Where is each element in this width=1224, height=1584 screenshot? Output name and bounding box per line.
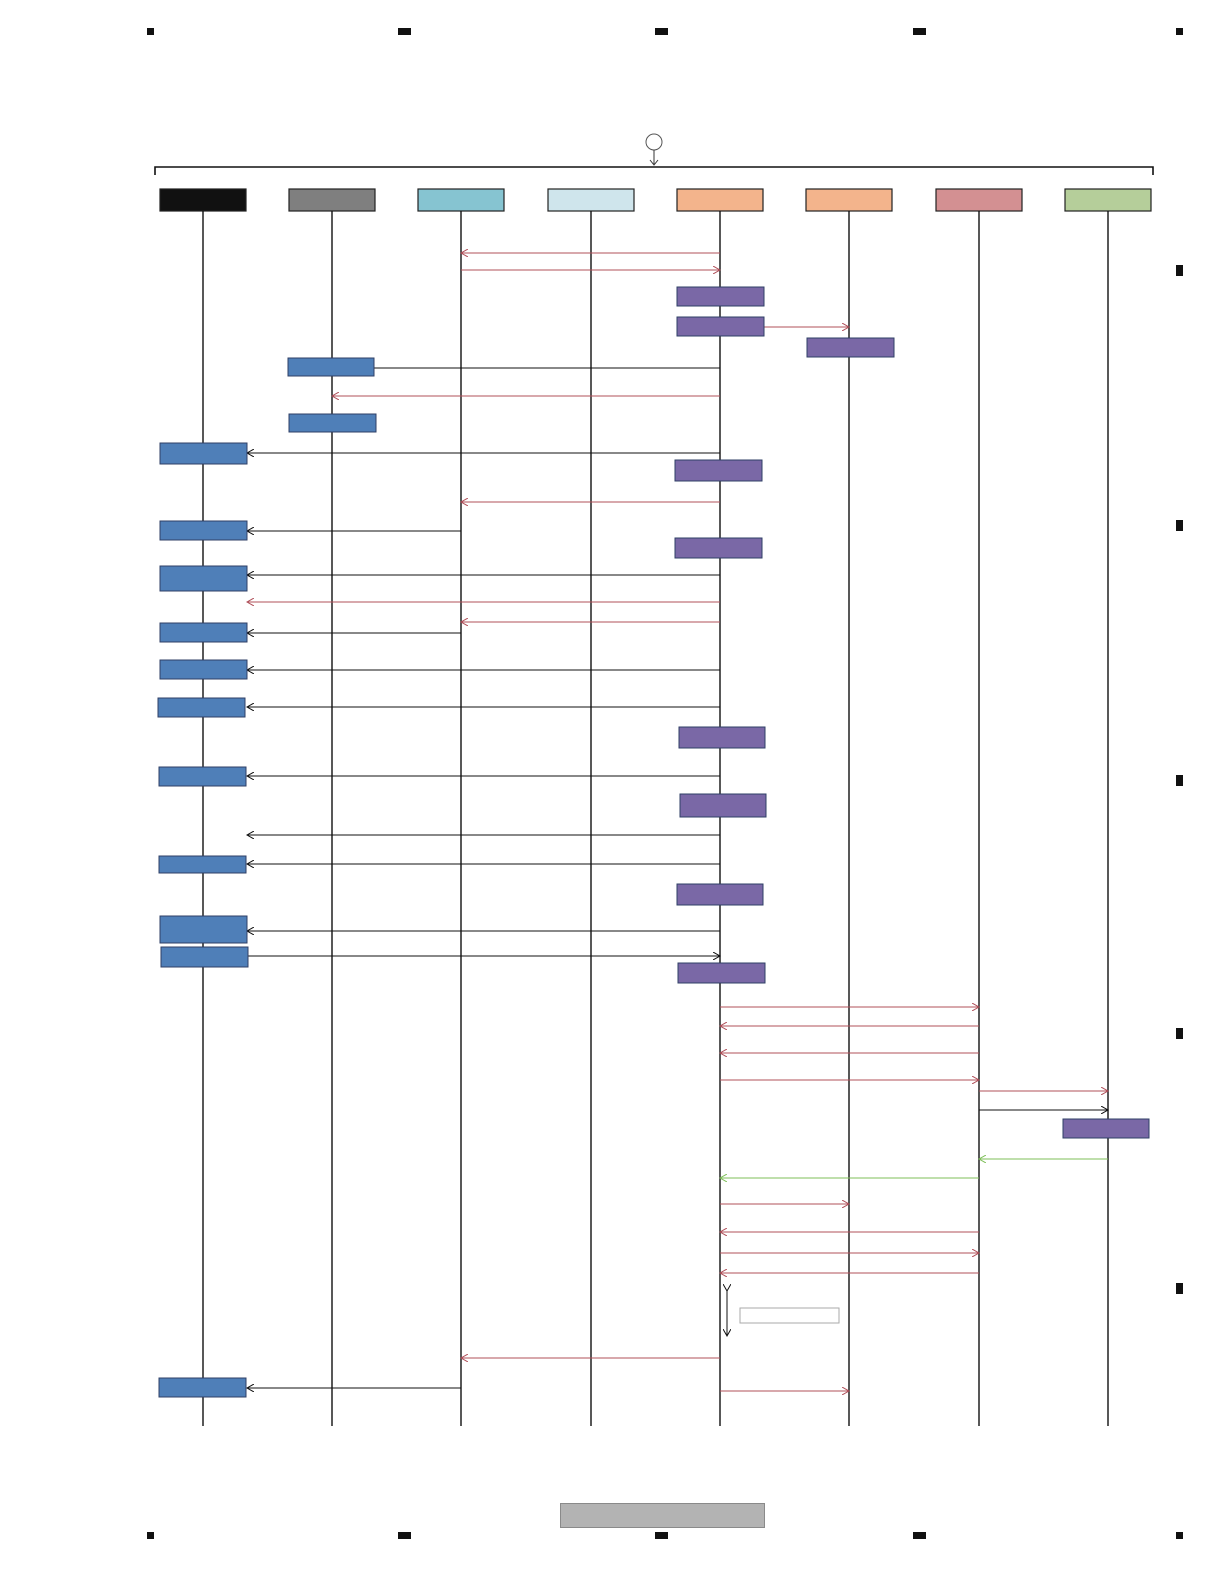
header-bracket — [154, 166, 1154, 175]
messages — [203, 253, 1108, 1391]
activation-box — [288, 413, 377, 433]
activation-box — [159, 442, 248, 465]
activation-box — [158, 1377, 247, 1398]
footer-tab — [560, 1503, 765, 1528]
registration-mark — [147, 1532, 154, 1539]
activation-box — [158, 766, 247, 787]
registration-marks — [147, 28, 1183, 1539]
registration-mark — [1176, 28, 1183, 35]
registration-mark — [655, 28, 668, 35]
activation-box — [679, 793, 767, 818]
lifeline-1-header — [159, 188, 247, 212]
registration-mark — [1176, 1283, 1183, 1294]
registration-mark — [1176, 1028, 1183, 1039]
activation-box — [159, 915, 248, 944]
activation-box — [157, 697, 246, 718]
registration-mark — [913, 28, 926, 35]
activation-box — [287, 357, 375, 377]
activation-box — [676, 316, 765, 337]
registration-mark — [1176, 775, 1183, 786]
note-box — [739, 1307, 840, 1324]
activation-boxes — [157, 286, 1150, 1398]
activation-box — [678, 726, 766, 749]
start-circle-icon — [645, 133, 663, 151]
activation-box — [674, 537, 763, 559]
activation-box — [160, 946, 249, 968]
registration-mark — [1176, 520, 1183, 531]
lifeline-3-header — [417, 188, 505, 212]
activation-box — [676, 286, 765, 307]
registration-mark — [655, 1532, 668, 1539]
start-arrowhead-icon — [649, 159, 659, 166]
registration-mark — [1176, 1532, 1183, 1539]
lifeline-7-header — [935, 188, 1023, 212]
lifeline-4-header — [547, 188, 635, 212]
activation-box — [159, 622, 248, 643]
lifeline-2-header — [288, 188, 376, 212]
activation-box — [159, 520, 248, 541]
registration-mark — [398, 28, 411, 35]
activation-box — [158, 855, 247, 874]
registration-mark — [913, 1532, 926, 1539]
lifeline-8-header — [1064, 188, 1152, 212]
activation-box — [674, 459, 763, 482]
lifelines — [159, 188, 1152, 1426]
registration-mark — [147, 28, 154, 35]
registration-mark — [398, 1532, 411, 1539]
activation-box — [677, 962, 766, 984]
diagram-header — [154, 133, 1154, 175]
activation-box — [676, 883, 764, 906]
registration-mark — [1176, 265, 1183, 276]
activation-box — [159, 659, 248, 680]
activation-box — [1062, 1118, 1150, 1139]
lifeline-6-header — [805, 188, 893, 212]
activation-box — [806, 337, 895, 358]
lifeline-5-header — [676, 188, 764, 212]
activation-box — [159, 565, 248, 592]
